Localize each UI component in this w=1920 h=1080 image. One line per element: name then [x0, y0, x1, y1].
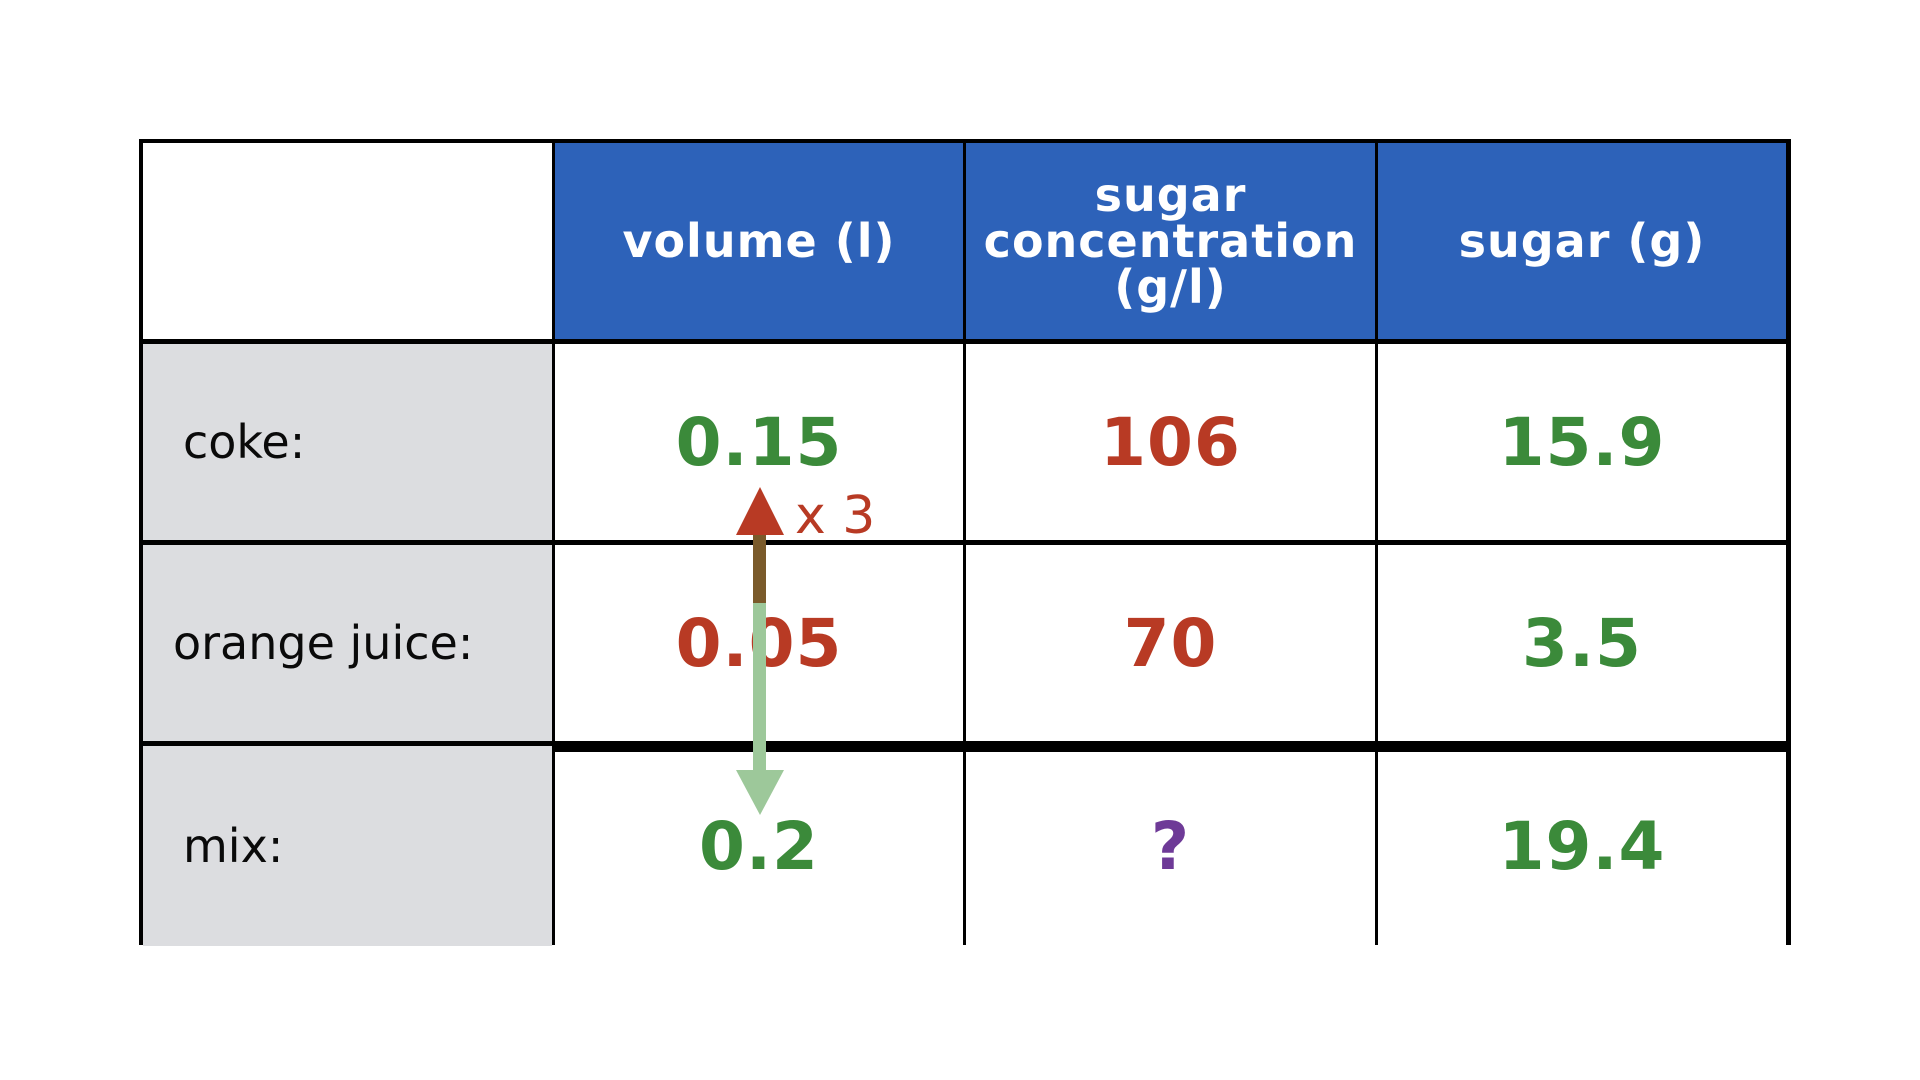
multiplier-label: x 3 [795, 486, 876, 546]
table-corner-cell [143, 143, 552, 339]
header-volume: volume (l) [555, 143, 963, 339]
coke-concentration: 106 [966, 344, 1375, 540]
orange-juice-sugar: 3.5 [1378, 545, 1786, 741]
row-label-mix: mix: [143, 746, 552, 946]
orange-juice-concentration: 70 [966, 545, 1375, 741]
sugar-table: volume (l) sugar concentration (g/l) sug… [139, 139, 1791, 946]
header-sugar: sugar (g) [1378, 143, 1786, 339]
mix-volume: 0.2 [555, 746, 963, 946]
row-label-orange-juice: orange juice: [143, 545, 552, 741]
coke-volume: 0.15 [555, 344, 963, 540]
mix-sugar: 19.4 [1378, 746, 1786, 946]
header-concentration: sugar concentration (g/l) [966, 143, 1375, 339]
mix-concentration: ? [966, 746, 1375, 946]
orange-juice-volume: 0.05 [555, 545, 963, 741]
row-label-coke: coke: [143, 344, 552, 540]
coke-sugar: 15.9 [1378, 344, 1786, 540]
